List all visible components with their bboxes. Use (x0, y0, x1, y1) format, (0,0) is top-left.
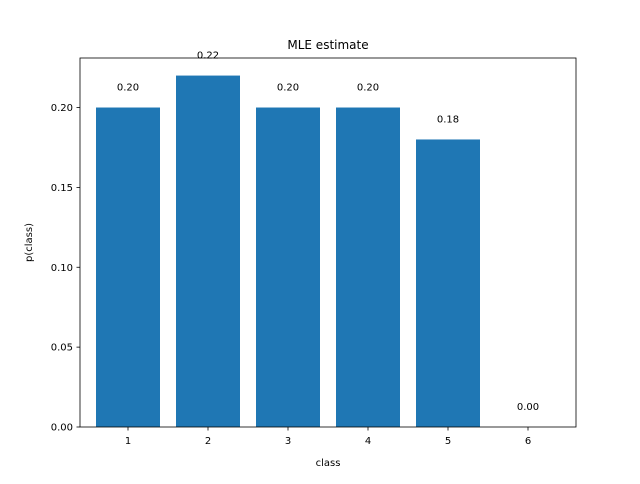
value-label-class-5: 0.18 (437, 114, 459, 125)
x-tick-label: 4 (365, 436, 371, 447)
value-labels-layer: 0.20 0.22 0.20 0.20 0.18 0.00 (117, 51, 539, 413)
y-tick-label: 0.10 (51, 263, 73, 274)
value-label-class-3: 0.20 (277, 83, 299, 94)
y-tick-label: 0.00 (51, 423, 73, 434)
y-tick-label: 0.15 (51, 183, 73, 194)
x-axis-ticks: 1 2 3 4 5 6 (125, 427, 531, 447)
y-tick-label: 0.20 (51, 103, 73, 114)
value-label-class-6: 0.00 (517, 402, 539, 413)
bars-layer (96, 75, 480, 428)
bar-class-1 (96, 107, 160, 428)
x-tick-label: 2 (205, 436, 211, 447)
value-label-class-1: 0.20 (117, 83, 139, 94)
x-tick-label: 6 (525, 436, 531, 447)
value-label-class-4: 0.20 (357, 83, 379, 94)
bar-class-3 (256, 107, 320, 428)
chart-title: MLE estimate (287, 38, 368, 52)
y-axis-ticks: 0.00 0.05 0.10 0.15 0.20 (51, 103, 80, 434)
bar-class-2 (176, 75, 240, 428)
bar-class-5 (416, 139, 480, 427)
plot-frame (79, 57, 577, 428)
x-tick-label: 1 (125, 436, 131, 447)
x-axis-title: class (316, 458, 341, 469)
y-axis-title: p(class) (24, 223, 35, 262)
x-tick-label: 5 (445, 436, 451, 447)
y-tick-label: 0.05 (51, 343, 73, 354)
bar-class-4 (336, 107, 400, 428)
x-tick-label: 3 (285, 436, 291, 447)
value-label-class-2: 0.22 (197, 51, 219, 62)
